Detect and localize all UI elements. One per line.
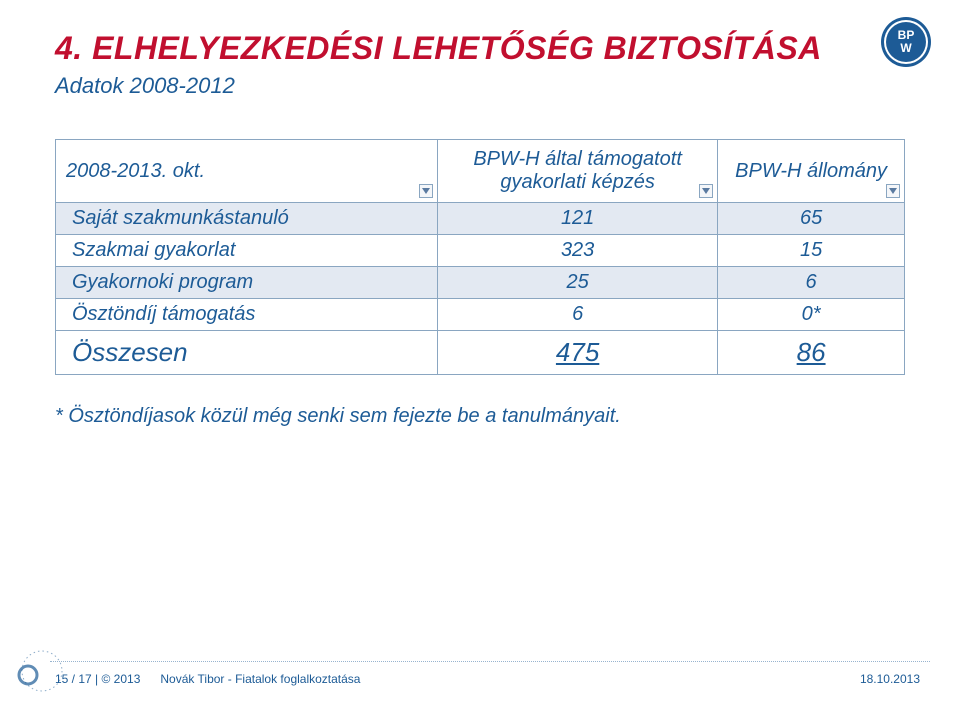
footer-page: 15 / 17 (55, 672, 92, 686)
row-label: Ösztöndíj támogatás (56, 299, 438, 331)
row-value: 323 (438, 235, 718, 267)
row-value: 15 (718, 235, 905, 267)
row-value: 65 (718, 203, 905, 235)
table-row: Szakmai gyakorlat 323 15 (56, 235, 905, 267)
table-row: Gyakornoki program 25 6 (56, 267, 905, 299)
footer-inner: 15 / 17 | © 2013 Novák Tibor - Fiatalok … (55, 672, 920, 686)
col-header-staff: BPW-H állomány (718, 140, 905, 203)
col-header-training: BPW-H által támogatott gyakorlati képzés (438, 140, 718, 203)
col-header-label: 2008-2013. okt. (66, 160, 205, 182)
footer-center: Novák Tibor - Fiatalok foglalkoztatása (160, 672, 360, 686)
table-header-row: 2008-2013. okt. BPW-H által támogatott g… (56, 140, 905, 203)
row-value: 0* (718, 299, 905, 331)
total-value: 475 (438, 331, 718, 375)
footer-copy: © 2013 (102, 672, 141, 686)
footer: 15 / 17 | © 2013 Novák Tibor - Fiatalok … (0, 652, 960, 702)
table-row: Ösztöndíj támogatás 6 0* (56, 299, 905, 331)
footer-rule (50, 661, 930, 662)
footnote: * Ösztöndíjasok közül még senki sem feje… (55, 405, 920, 428)
footer-right: 18.10.2013 (860, 672, 920, 686)
footer-sep: | (92, 672, 102, 686)
col-header-label: BPW-H által támogatott gyakorlati képzés (473, 148, 682, 193)
table-row: Saját szakmunkástanuló 121 65 (56, 203, 905, 235)
row-label: Gyakornoki program (56, 267, 438, 299)
row-label: Szakmai gyakorlat (56, 235, 438, 267)
row-label: Saját szakmunkástanuló (56, 203, 438, 235)
row-value: 6 (718, 267, 905, 299)
data-table: 2008-2013. okt. BPW-H által támogatott g… (55, 139, 905, 375)
total-value: 86 (718, 331, 905, 375)
row-value: 25 (438, 267, 718, 299)
filter-icon[interactable] (419, 184, 433, 198)
data-table-wrap: 2008-2013. okt. BPW-H által támogatott g… (55, 139, 905, 375)
slide: 4. ELHELYEZKEDÉSI LEHETŐSÉG BIZTOSÍTÁSA … (0, 0, 960, 702)
filter-icon[interactable] (699, 184, 713, 198)
bpw-logo: BP W (880, 16, 932, 68)
svg-text:W: W (900, 41, 912, 55)
filter-icon[interactable] (886, 184, 900, 198)
page-subtitle: Adatok 2008-2012 (55, 73, 920, 99)
table-total-row: Összesen 475 86 (56, 331, 905, 375)
row-value: 6 (438, 299, 718, 331)
total-label: Összesen (56, 331, 438, 375)
col-header-period: 2008-2013. okt. (56, 140, 438, 203)
col-header-label: BPW-H állomány (735, 160, 887, 182)
svg-text:BP: BP (898, 28, 915, 42)
row-value: 121 (438, 203, 718, 235)
page-title: 4. ELHELYEZKEDÉSI LEHETŐSÉG BIZTOSÍTÁSA (55, 30, 920, 67)
footer-left: 15 / 17 | © 2013 Novák Tibor - Fiatalok … (55, 672, 360, 686)
